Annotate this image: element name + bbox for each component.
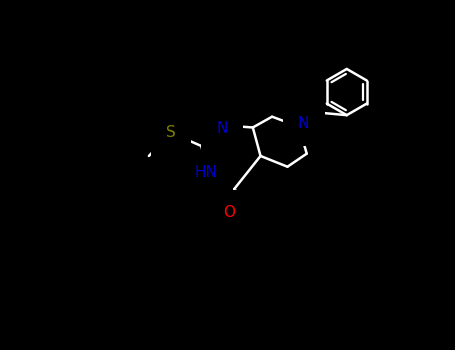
Text: HN: HN xyxy=(194,166,217,180)
Text: N: N xyxy=(298,116,309,131)
Text: N: N xyxy=(216,121,228,136)
Text: S: S xyxy=(167,125,176,140)
Text: O: O xyxy=(223,205,235,220)
